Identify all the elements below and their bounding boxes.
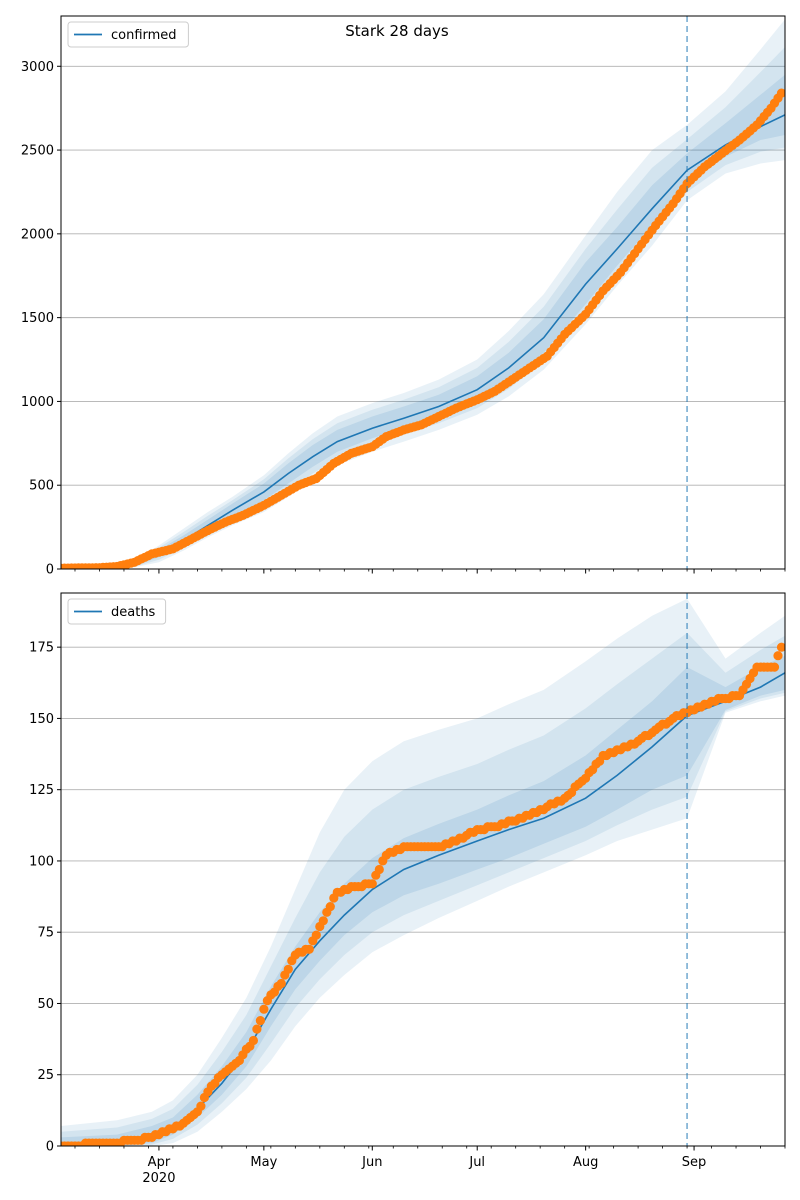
y-tick-label: 2000 (21, 227, 54, 242)
observed-point (776, 88, 785, 98)
y-tick-label: 150 (29, 712, 54, 727)
observed-point (374, 864, 384, 875)
confirmed-panel: 0 500 1000 1500 2000 2500 3000 confirmed (21, 15, 786, 578)
observed-point (252, 1024, 262, 1034)
observed-point (773, 651, 783, 661)
observed-point (367, 879, 377, 889)
axes-frame (60, 15, 786, 570)
y-tick-label: 2500 (21, 144, 54, 159)
x-tick-label: Apr (148, 1155, 171, 1170)
y-tick-label: 1500 (21, 311, 54, 326)
observed-point (259, 1004, 269, 1014)
legend-box (67, 21, 189, 48)
y-tick-label: 25 (37, 1068, 54, 1083)
confidence-band-mid (61, 47, 785, 569)
axes-frame (60, 592, 786, 1147)
legend: deaths (67, 598, 167, 625)
y-tick-label: 500 (29, 479, 54, 494)
y-tick-label: 50 (37, 997, 54, 1012)
legend-label: deaths (111, 605, 156, 620)
y-tick-label: 75 (37, 926, 54, 941)
observed-point (283, 964, 293, 974)
observed-point (311, 930, 321, 940)
x-tick-label: Aug (573, 1155, 598, 1170)
x-tick-label: Jul (468, 1155, 485, 1170)
x-tick-label: May (250, 1155, 277, 1170)
y-tick-label: 0 (46, 1140, 54, 1155)
observed-point (776, 642, 785, 652)
observed-point (255, 1016, 265, 1026)
observed-point (304, 944, 314, 954)
y-tick-label: 3000 (21, 60, 54, 75)
figure-title: Stark 28 days (345, 22, 449, 40)
plot-area (61, 598, 785, 1146)
observed-point (196, 1101, 206, 1111)
y-tick-label: 1000 (21, 395, 54, 410)
observed-point (769, 662, 780, 672)
x-tick-label: Sep (682, 1155, 707, 1170)
legend-label: confirmed (111, 28, 177, 43)
model-series-line (61, 114, 785, 569)
confidence-band-inner (61, 655, 785, 1146)
plot-area (61, 19, 785, 569)
observed-point (325, 902, 335, 912)
legend: confirmed (67, 21, 189, 48)
confidence-band-outer (61, 19, 785, 569)
x-tick-year-label: 2020 (142, 1171, 175, 1186)
confidence-band-outer (61, 598, 785, 1146)
observed-point (318, 916, 328, 926)
legend-box (67, 598, 167, 625)
y-tick-label: 175 (29, 641, 54, 656)
x-tick-label: Jun (361, 1155, 382, 1170)
y-tick-label: 0 (46, 563, 54, 578)
observed-point (248, 1035, 258, 1046)
observed-point (276, 978, 286, 989)
y-tick-label: 100 (29, 854, 54, 869)
y-tick-label: 125 (29, 783, 54, 798)
